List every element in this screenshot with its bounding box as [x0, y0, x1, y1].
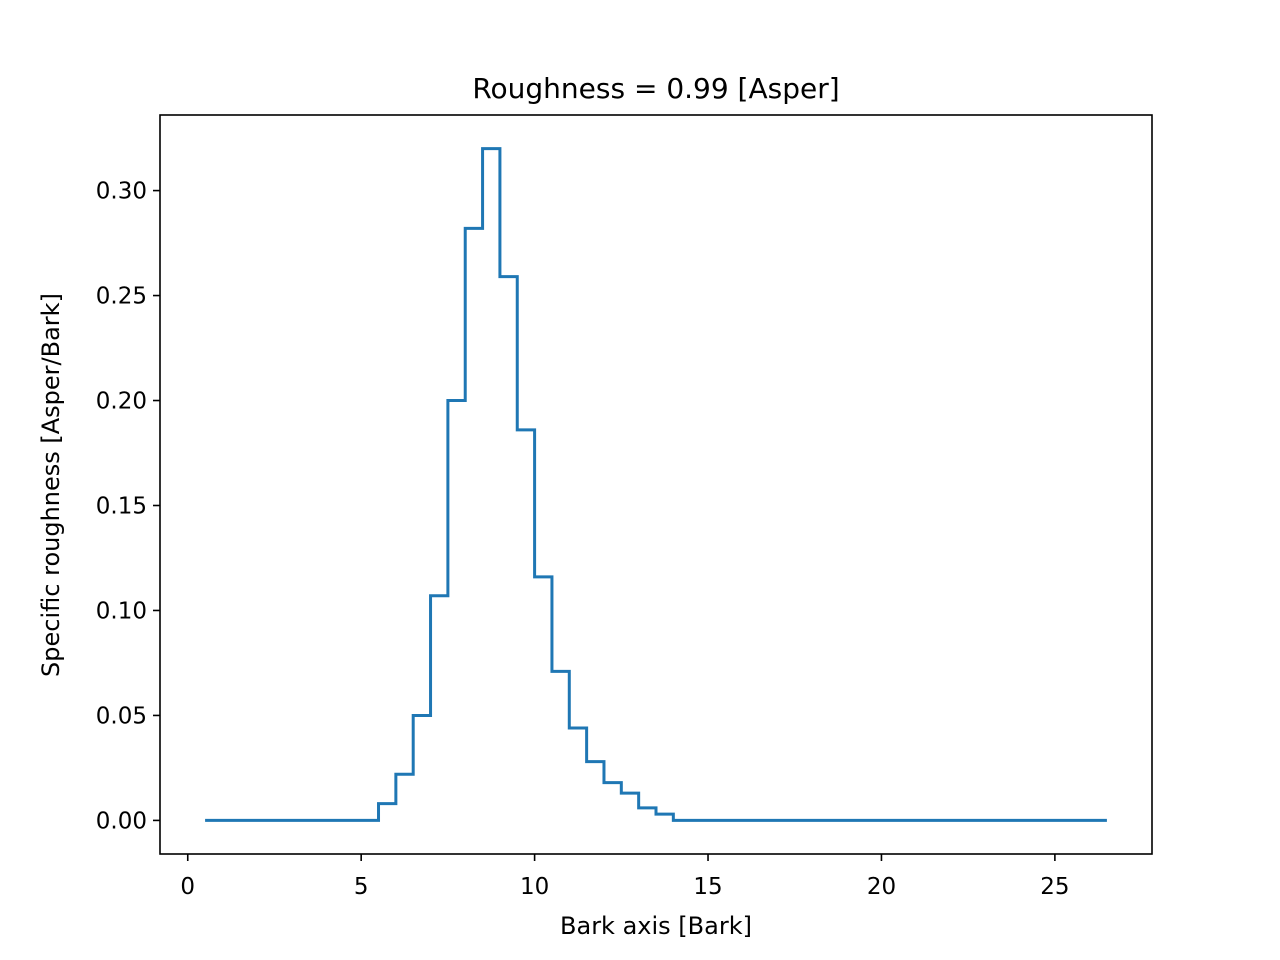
series-step-line — [205, 147, 1107, 822]
y-tick-label: 0.10 — [96, 598, 147, 624]
y-tick-label: 0.05 — [96, 703, 147, 729]
x-tick-label: 10 — [520, 874, 549, 900]
y-axis-label: Specific roughness [Asper/Bark] — [37, 293, 65, 677]
y-tick-label: 0.20 — [96, 389, 147, 415]
x-tick-label: 5 — [354, 874, 369, 900]
plot-area-frame — [159, 114, 1153, 855]
x-tick-label: 25 — [1040, 874, 1069, 900]
x-tick-label: 0 — [180, 874, 195, 900]
chart-title: Roughness = 0.99 [Asper] — [472, 72, 839, 105]
y-tick-label: 0.30 — [96, 179, 147, 205]
y-tick-label: 0.15 — [96, 493, 147, 519]
series-layer — [205, 147, 1107, 822]
y-tick-label: 0.25 — [96, 284, 147, 310]
x-axis-ticks: 0 5 10 15 20 25 — [180, 854, 1070, 900]
y-tick-label: 0.00 — [96, 808, 147, 834]
y-axis-ticks: 0.00 0.05 0.10 0.15 0.20 0.25 0.30 — [96, 179, 160, 834]
x-axis-label: Bark axis [Bark] — [560, 912, 752, 940]
x-tick-label: 20 — [867, 874, 896, 900]
x-tick-label: 15 — [693, 874, 722, 900]
